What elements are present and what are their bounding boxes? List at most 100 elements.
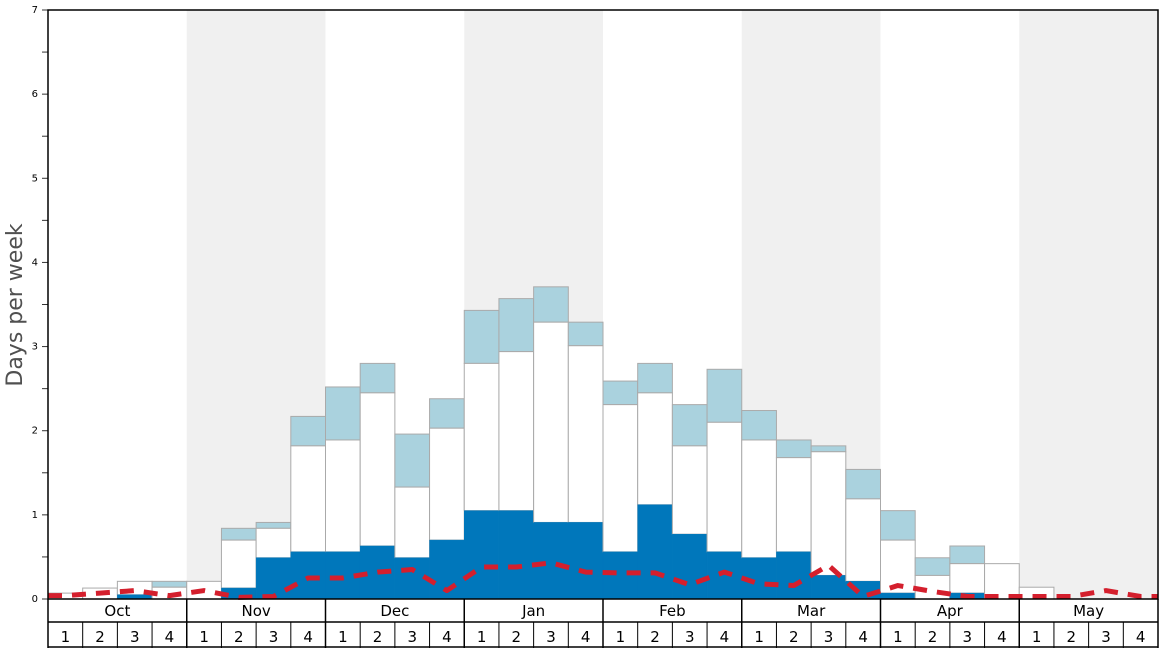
bar-light-segment (463, 309, 500, 364)
week-label: 1 (61, 628, 71, 646)
bar-light-segment (429, 398, 465, 429)
bar-dark-segment (255, 557, 292, 600)
shaded-month-may (1019, 10, 1158, 599)
bar-white-segment (671, 445, 708, 535)
week-label: 3 (824, 628, 834, 646)
week-label: 2 (95, 628, 105, 646)
bar-white-segment (775, 457, 812, 553)
bar-light-segment (845, 468, 881, 500)
bar-light-segment (775, 439, 812, 459)
y-tick-label: 0 (32, 594, 38, 605)
week-label: 3 (685, 628, 695, 646)
week-label: 4 (581, 628, 591, 646)
bar-light-segment (602, 380, 639, 406)
y-tick-label: 5 (32, 173, 38, 184)
y-tick-label: 6 (32, 89, 38, 100)
bar-dark-segment (637, 504, 673, 600)
bars (47, 286, 1055, 600)
bar-white-segment (810, 451, 847, 576)
dashed-line (48, 560, 1158, 600)
bar-white-segment (845, 498, 881, 582)
bar-light-segment (671, 404, 708, 447)
week-label: 4 (720, 628, 730, 646)
bar-white-segment (602, 404, 639, 553)
bar-white-segment (290, 445, 326, 553)
bar-light-segment (290, 415, 326, 447)
bar-white-segment (255, 527, 292, 559)
week-label: 4 (442, 628, 452, 646)
week-label: 3 (269, 628, 279, 646)
month-label-oct: Oct (104, 602, 130, 620)
bar-white-segment (394, 486, 431, 559)
week-label: 1 (1032, 628, 1042, 646)
week-label: 4 (858, 628, 868, 646)
axis-ticks (42, 9, 48, 600)
week-label: 2 (373, 628, 383, 646)
bar-dark-segment (498, 510, 534, 600)
bar-light-segment (637, 362, 673, 394)
bar-light-segment (498, 298, 535, 353)
bar-light-segment (394, 433, 431, 488)
bar-dark-segment (776, 551, 812, 600)
bar-light-segment (880, 510, 916, 541)
week-label: 3 (546, 628, 556, 646)
week-label: 2 (928, 628, 938, 646)
bar-dark-segment (290, 551, 326, 600)
month-label-feb: Feb (659, 602, 686, 620)
month-label-dec: Dec (380, 602, 409, 620)
bar-dark-segment (533, 522, 569, 600)
week-label: 4 (165, 628, 175, 646)
week-label: 3 (407, 628, 417, 646)
y-tick-label: 1 (32, 510, 38, 521)
bar-white-segment (429, 427, 465, 541)
y-tick-label: 7 (32, 5, 38, 16)
bar-dark-segment (568, 522, 604, 600)
x-axis: Oct Nov Dec Jan Feb Mar Apr May 1 2 3 4 1 2 3 4 1 2 3 4 1 2 3 4… (47, 599, 1159, 648)
month-label-apr: Apr (937, 602, 964, 620)
bar-white-segment (984, 563, 1020, 600)
bar-dark-segment (672, 533, 708, 600)
bar-white-segment (949, 563, 986, 594)
bar-light-segment (741, 410, 777, 441)
week-label: 3 (1101, 628, 1111, 646)
bar-light-segment (810, 445, 847, 453)
y-tick-labels: 0 1 2 3 4 5 6 7 (32, 5, 38, 605)
week-label: 3 (962, 628, 972, 646)
week-label: 2 (234, 628, 244, 646)
week-label: 3 (130, 628, 140, 646)
week-label: 2 (1067, 628, 1077, 646)
bar-white-segment (706, 421, 743, 553)
bar-white-segment (498, 351, 535, 512)
bar-light-segment (359, 362, 396, 394)
y-tick-label: 2 (32, 426, 38, 437)
week-label: 4 (303, 628, 313, 646)
bar-white-segment (567, 345, 604, 523)
bar-light-segment (325, 386, 361, 441)
week-label: 2 (512, 628, 522, 646)
bar-white-segment (359, 392, 396, 547)
month-label-may: May (1073, 602, 1104, 620)
bar-dark-segment (810, 575, 847, 600)
week-label: 1 (893, 628, 903, 646)
bar-light-segment (949, 545, 986, 565)
week-label: 1 (616, 628, 626, 646)
bar-white-segment (533, 321, 569, 523)
y-tick-label: 3 (32, 342, 38, 353)
week-label: 1 (754, 628, 764, 646)
bar-light-segment (220, 527, 257, 541)
bar-white-segment (741, 439, 777, 559)
bar-light-segment (567, 321, 604, 347)
month-label-jan: Jan (521, 602, 545, 620)
bar-light-segment (151, 580, 188, 588)
bar-dark-segment (880, 592, 916, 600)
bar-white-segment (637, 392, 673, 506)
y-axis-title: Days per week (3, 223, 28, 386)
bar-white-segment (463, 362, 500, 512)
week-label: 2 (650, 628, 660, 646)
bar-light-segment (706, 368, 743, 423)
week-label: 1 (199, 628, 209, 646)
bar-light-segment (914, 557, 951, 576)
bar-white-segment (220, 539, 257, 589)
bar-light-segment (533, 286, 569, 323)
